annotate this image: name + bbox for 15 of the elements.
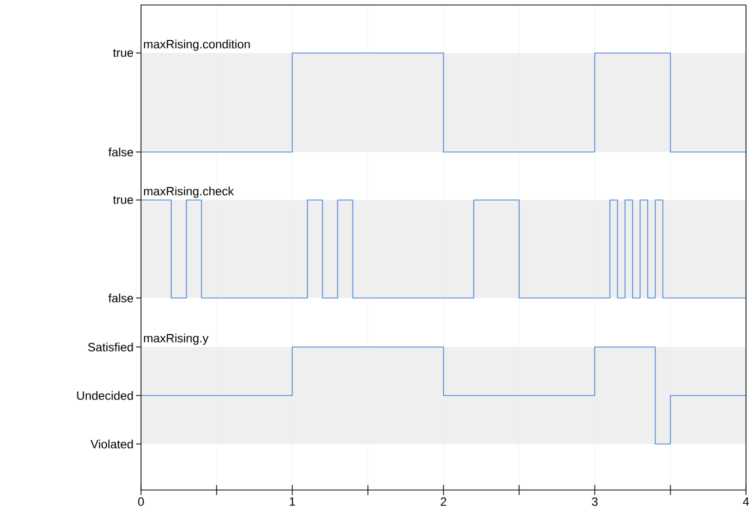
text: false (108, 148, 134, 156)
text: true (113, 196, 134, 204)
x-tick-label: 1 (290, 497, 296, 506)
text: Undecided (77, 391, 133, 400)
x-tick-label: 0 (138, 497, 144, 506)
text: maxRising.condition (144, 40, 250, 51)
text: Satisfied (88, 342, 133, 352)
text: maxRising.y (144, 334, 209, 345)
x-tick-label: 3 (592, 497, 598, 506)
x-tick-label: 2 (440, 497, 446, 506)
text: true (113, 49, 134, 57)
text: false (108, 294, 134, 302)
x-tick-label: 4 (742, 497, 749, 506)
text: Violated (90, 440, 133, 448)
series-label: maxRising.check (144, 186, 234, 198)
